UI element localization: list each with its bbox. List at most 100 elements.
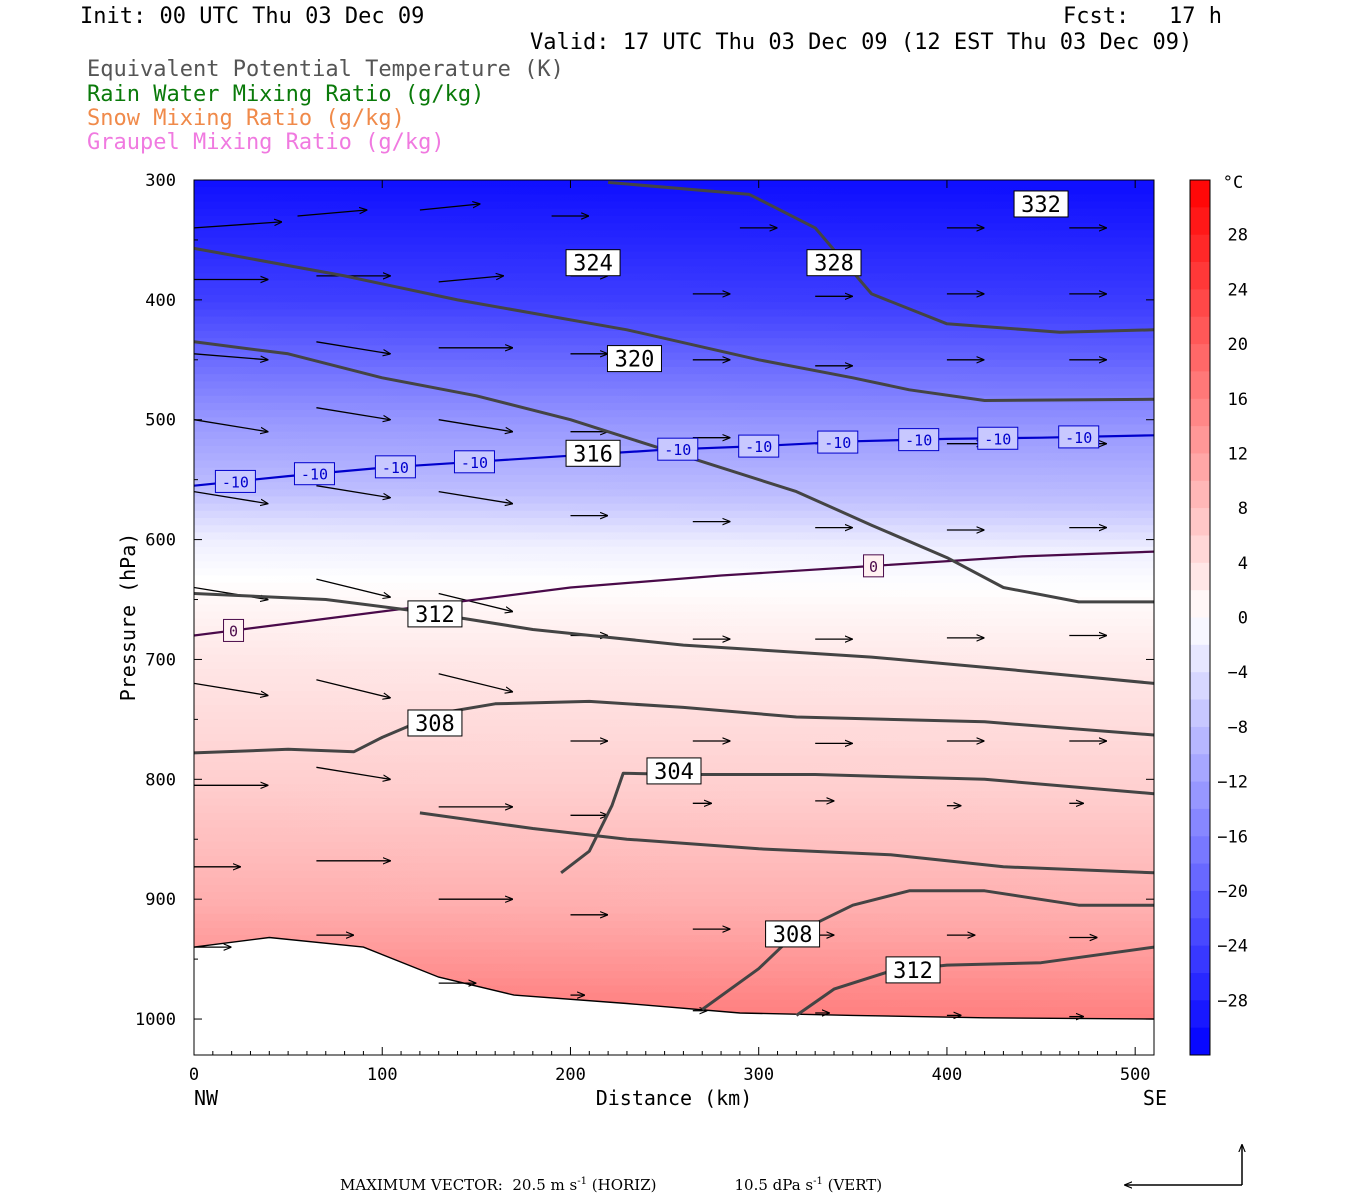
temperature-band [194, 669, 1154, 677]
colorbar-swatch [1190, 398, 1210, 427]
temperature-band [194, 784, 1154, 793]
temperature-band [194, 589, 1154, 598]
colorbar-tick-label: −16 [1217, 827, 1248, 847]
theta-e-label: 332 [1021, 193, 1061, 218]
temperature-band [194, 906, 1154, 915]
isotherm-label: -10 [301, 466, 328, 484]
y-tick-label: 300 [145, 171, 176, 191]
colorbar-swatch [1190, 617, 1210, 646]
colorbar-swatch [1190, 590, 1210, 618]
theta-e-label-box [765, 920, 821, 948]
colorbar-swatch [1190, 808, 1210, 837]
colorbar-tick-label: −4 [1228, 663, 1248, 683]
theta-e-label-box [1013, 190, 1069, 218]
isotherm-label: -10 [222, 473, 249, 491]
max-vector-horiz: 20.5 m s [512, 1176, 578, 1194]
temperature-band [194, 287, 1154, 296]
temperature-band [194, 489, 1154, 498]
isotherm-label: 0 [869, 558, 878, 576]
x-tick-label: 500 [1120, 1065, 1151, 1085]
temperature-band [194, 841, 1154, 850]
y-tick-label: 900 [145, 890, 176, 910]
temperature-band [194, 834, 1154, 843]
wind-vector [438, 276, 503, 283]
colorbar-swatch [1190, 1027, 1210, 1056]
theta-e-label-box [407, 600, 463, 628]
temperature-band [194, 870, 1154, 879]
colorbar-unit: °C [1223, 173, 1243, 193]
temperature-band [194, 697, 1154, 706]
isotherm-label-box [657, 437, 699, 461]
colorbar-tick-label: −8 [1228, 718, 1248, 738]
temperature-band [194, 561, 1154, 570]
colorbar-tick-label: 28 [1228, 226, 1248, 246]
isotherm-label: -10 [984, 430, 1011, 448]
temperature-band [194, 352, 1154, 361]
temperature-band [194, 223, 1154, 232]
wind-vector [419, 204, 480, 211]
colorbar-swatch [1190, 344, 1210, 372]
legend-theta-e: Equivalent Potential Temperature (K) [87, 57, 564, 82]
y-tick-label: 600 [145, 531, 176, 551]
max-vector-horiz-suffix: (HORIZ) [587, 1176, 657, 1194]
colorbar-tick-label: 8 [1238, 499, 1248, 519]
temperature-band [194, 431, 1154, 440]
x-axis-label: Distance (km) [596, 1086, 753, 1110]
max-vector-prefix: MAXIMUM VECTOR: [340, 1176, 503, 1194]
temperature-band [194, 985, 1154, 994]
colorbar-swatch [1190, 453, 1210, 482]
isotherm-label-box [453, 450, 495, 474]
colorbar-tick-label: −12 [1217, 773, 1248, 793]
theta-e-label: 328 [814, 252, 854, 277]
temperature-band [194, 741, 1154, 749]
temperature-band [194, 913, 1154, 922]
colorbar-swatch [1190, 918, 1210, 947]
colorbar-swatch [1190, 945, 1210, 974]
theta-e-label: 304 [654, 760, 694, 785]
colorbar-swatch [1190, 426, 1210, 454]
temperature-band [194, 424, 1154, 433]
theta-e-label-box [646, 757, 702, 785]
colorbar-swatch [1190, 234, 1210, 263]
colorbar-swatch [1190, 316, 1210, 345]
temperature-band [194, 892, 1154, 900]
wind-vector [438, 419, 513, 432]
temperature-band [194, 273, 1154, 282]
theta-e-line [194, 592, 1154, 685]
isotherm-label-box [977, 426, 1019, 450]
colorbar: °C 28 24 20 16 12 8 4 0 −4 −8 −12 −16 −20 −24 −28 [1189, 173, 1248, 1056]
temperature-band [194, 381, 1154, 390]
wind-vector [316, 341, 390, 354]
max-vector-vert-suffix: (VERT) [822, 1176, 883, 1194]
contour-labels: -10 -10 -10 -10 -10 -10 -10 -10 -10 -10 0 0 332 324 32… [214, 190, 1100, 984]
init-time: Init: 00 UTC Thu 03 Dec 09 [80, 4, 425, 29]
colorbar-swatch [1190, 890, 1210, 919]
isotherm-label-box [898, 428, 940, 452]
temperature-band [194, 805, 1154, 814]
temperature-band [194, 827, 1154, 836]
theta-e-label-box [565, 439, 621, 467]
isotherm-label-box [817, 430, 859, 454]
terrain [194, 936, 1154, 1055]
temperature-band [194, 251, 1154, 260]
temperature-band [194, 661, 1154, 670]
isotherm-label: -10 [824, 434, 851, 452]
y-tick-label: 700 [145, 650, 176, 670]
wind-vector [316, 679, 390, 698]
temperature-band [194, 316, 1154, 325]
colorbar-swatch [1190, 726, 1210, 755]
temperature-band [194, 748, 1154, 757]
y-tick-label: 500 [145, 411, 176, 431]
colorbar-tick-label: −24 [1217, 937, 1248, 957]
temperature-band [194, 971, 1154, 980]
temperature-band [194, 388, 1154, 397]
colorbar-tick-label: 4 [1238, 554, 1248, 574]
x-end-label-nw: NW [194, 1086, 219, 1110]
theta-e-label: 324 [573, 252, 613, 277]
max-vector-vert-exp: -1 [813, 1176, 823, 1187]
temperature-band [194, 884, 1154, 893]
theta-e-label-box [407, 709, 463, 737]
isotherm-label: -10 [461, 454, 488, 472]
wind-vector [316, 407, 390, 420]
temperature-band [194, 597, 1154, 606]
